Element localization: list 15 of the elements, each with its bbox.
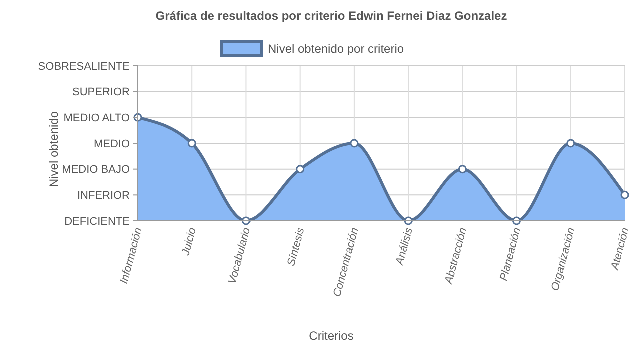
x-tick-label: Análisis xyxy=(394,226,416,268)
legend-label: Nivel obtenido por criterio xyxy=(268,42,404,56)
chart-title: Gráfica de resultados por criterio Edwin Fernei Diaz Gonzalez xyxy=(156,9,508,23)
x-tick-label: Juicio xyxy=(180,226,200,258)
category-label: DEFICIENTE xyxy=(64,216,130,228)
x-tick-label: Síntesis xyxy=(286,226,308,268)
category-label: MEDIO xyxy=(94,138,130,150)
category-label: SOBRESALIENTE xyxy=(38,60,130,73)
x-axis-title: Criterios xyxy=(309,329,354,343)
x-tick-label: Atención xyxy=(608,226,632,272)
category-label: MEDIO BAJO xyxy=(62,164,130,176)
category-label: SUPERIOR xyxy=(72,86,130,99)
category-label: INFERIOR xyxy=(77,190,130,202)
category-label: MEDIO ALTO xyxy=(64,112,130,125)
y-axis-title: Nivel obtenido xyxy=(47,111,61,188)
